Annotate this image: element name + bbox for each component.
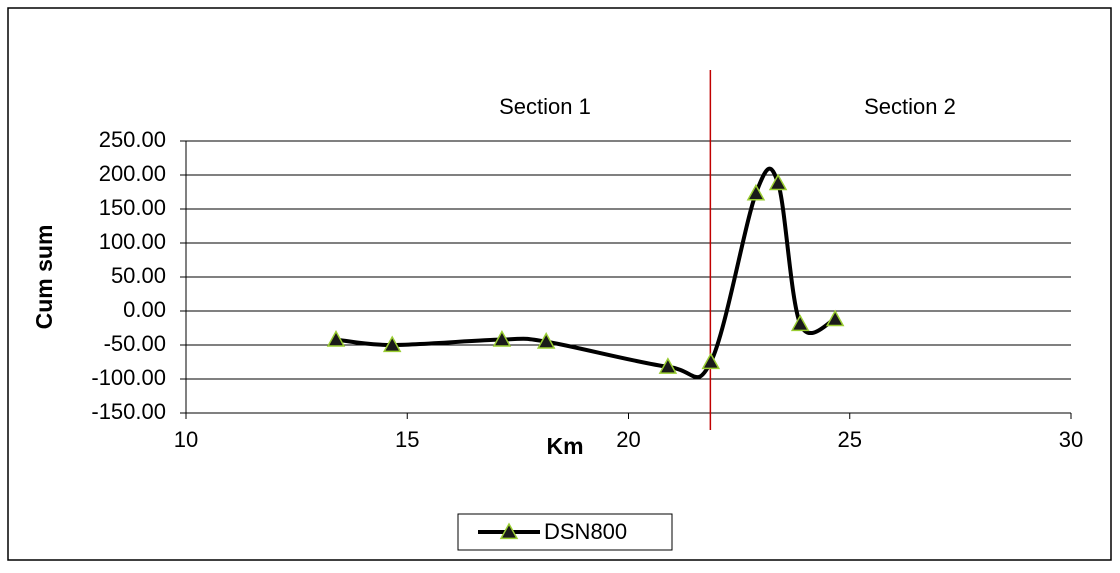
data-point (768, 173, 788, 191)
y-tick-label: 150.00 (99, 195, 166, 220)
y-axis-label: Cum sum (31, 225, 57, 330)
annotation: Section 1 (499, 94, 591, 119)
data-point (658, 357, 678, 374)
data-point (326, 330, 346, 347)
data-point (492, 330, 512, 347)
y-tick-label: 0.00 (123, 297, 166, 322)
x-tick-label: 15 (395, 427, 419, 452)
data-point (701, 352, 721, 370)
y-tick-label: -100.00 (91, 365, 166, 390)
x-tick-label: 10 (174, 427, 198, 452)
x-tick-label: 25 (838, 427, 862, 452)
y-tick-label: 50.00 (111, 263, 166, 288)
data-point (536, 332, 556, 349)
y-tick-label: -150.00 (91, 399, 166, 424)
legend-label: DSN800 (544, 519, 627, 544)
y-tick-label: 200.00 (99, 161, 166, 186)
y-tick-label: 250.00 (99, 127, 166, 152)
annotation: Section 2 (864, 94, 956, 119)
legend-marker (499, 522, 519, 540)
data-point (825, 309, 845, 327)
data-point (382, 335, 402, 353)
x-tick-label: 30 (1059, 427, 1083, 452)
y-tick-label: 100.00 (99, 229, 166, 254)
series-line (335, 166, 837, 379)
x-axis-label: Km (546, 433, 583, 459)
data-point (746, 183, 766, 201)
chart-border (7, 7, 1112, 561)
y-tick-label: -50.00 (104, 331, 166, 356)
data-point (790, 314, 810, 332)
x-tick-label: 20 (616, 427, 640, 452)
